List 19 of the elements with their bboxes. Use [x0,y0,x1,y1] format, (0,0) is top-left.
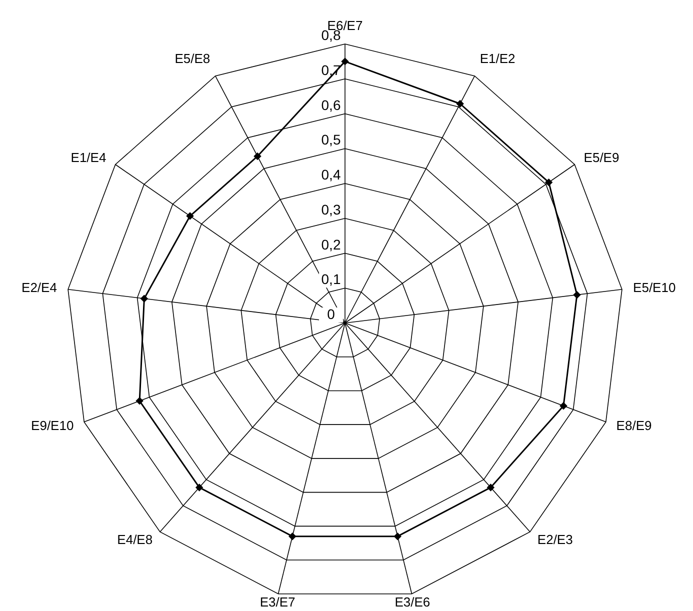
spoke-label: E2/E4 [22,280,57,296]
spoke-label: E2/E3 [537,532,573,548]
spoke-label: E4/E8 [117,532,153,548]
spoke-label: E3/E7 [260,594,296,610]
y-tick-label: 0,6 [321,96,341,113]
y-tick-label: 0,4 [321,166,341,182]
spoke-label: E8/E9 [616,418,652,433]
spoke-label: E3/E6 [394,594,430,610]
y-tick-label: 0 [327,306,336,322]
y-tick-label: 0,2 [321,236,341,252]
spoke-label: E9/E10 [31,418,74,433]
spoke-label: E1/E4 [70,150,106,166]
y-tick-label: 0,1 [321,271,341,288]
spoke-label: E5/E10 [633,280,676,296]
y-tick-label: 0,3 [321,201,341,218]
spoke-label: E5/E9 [584,150,620,166]
spoke-label: E1/E2 [480,51,516,66]
y-tick-label: 0,5 [321,132,341,148]
spoke-label: E5/E8 [174,51,210,66]
